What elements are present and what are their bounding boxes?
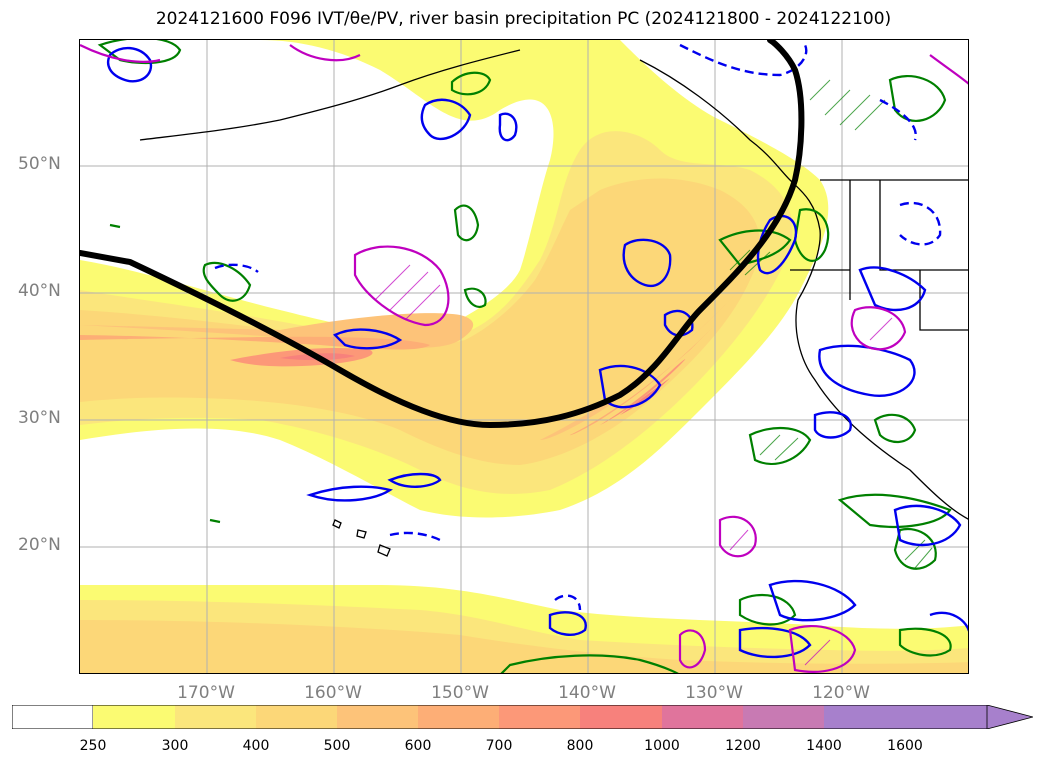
lon-label-160w: 160°W: [304, 683, 362, 703]
colorbar-label-600: 600: [404, 738, 432, 754]
jet-axis-line: [80, 40, 805, 429]
map-canvas: [80, 40, 968, 673]
colorbar-box-6: [499, 705, 580, 729]
colorbar-label-1400: 1400: [806, 738, 842, 754]
colorbar-box-5: [418, 705, 499, 729]
lat-label-50n: 50°N: [18, 154, 61, 174]
map-title: 2024121600 F096 IVT/θe/PV, river basin p…: [155, 9, 892, 29]
lon-label-140w: 140°W: [558, 683, 616, 703]
ivt-500-band: [80, 286, 744, 440]
colorbar-label-800: 800: [566, 738, 594, 754]
colorbar-box-3: [256, 705, 337, 729]
lat-label-20n: 20°N: [18, 535, 61, 555]
ivt-400-band: [80, 178, 760, 465]
bc-coast: [639, 59, 968, 520]
colorbar-box-2: [175, 705, 256, 729]
coastlines: [139, 49, 968, 557]
ivt-colorbar: [12, 705, 1033, 729]
graticule: [80, 40, 968, 673]
colorbar-box-8: [662, 705, 743, 729]
lon-label-120w: 120°W: [812, 683, 870, 703]
alaska-coast: [139, 49, 521, 141]
lon-label-130w: 130°W: [685, 683, 743, 703]
colorbar-box-7: [580, 705, 662, 729]
ivt-700-band: [230, 348, 686, 425]
green-hatch: [729, 79, 933, 569]
colorbar-label-400: 400: [242, 738, 270, 754]
colorbar-label-250: 250: [79, 738, 107, 754]
colorbar-box-4: [337, 705, 418, 729]
colorbar-label-1000: 1000: [644, 738, 680, 754]
colorbar-box-1: [93, 705, 175, 729]
blue-contours-dashed: [214, 43, 942, 611]
colorbar-box-10: [824, 705, 987, 729]
colorbar-label-500: 500: [323, 738, 351, 754]
lat-label-30n: 30°N: [18, 408, 61, 428]
colorbar-box-0: [12, 705, 94, 729]
lon-label-150w: 150°W: [431, 683, 489, 703]
colorbar-label-1200: 1200: [725, 738, 761, 754]
map-panel: [79, 39, 969, 674]
colorbar-label-300: 300: [161, 738, 189, 754]
ivt-600-band: [80, 326, 714, 436]
ivt-shading: [80, 40, 968, 673]
state-lines: [790, 180, 968, 331]
colorbar-extend-arrow: [986, 705, 1033, 729]
magenta-hatch: [374, 264, 893, 666]
magenta-contours: [80, 44, 968, 673]
colorbar-label-1600: 1600: [887, 738, 923, 754]
colorbar-label-700: 700: [485, 738, 513, 754]
ivt-tropical-core-band: [80, 620, 968, 673]
lon-label-170w: 170°W: [177, 683, 235, 703]
lat-label-40n: 40°N: [18, 281, 61, 301]
colorbar-box-9: [743, 705, 824, 729]
green-contours: [97, 40, 952, 673]
hawaii-islands: [332, 519, 391, 557]
